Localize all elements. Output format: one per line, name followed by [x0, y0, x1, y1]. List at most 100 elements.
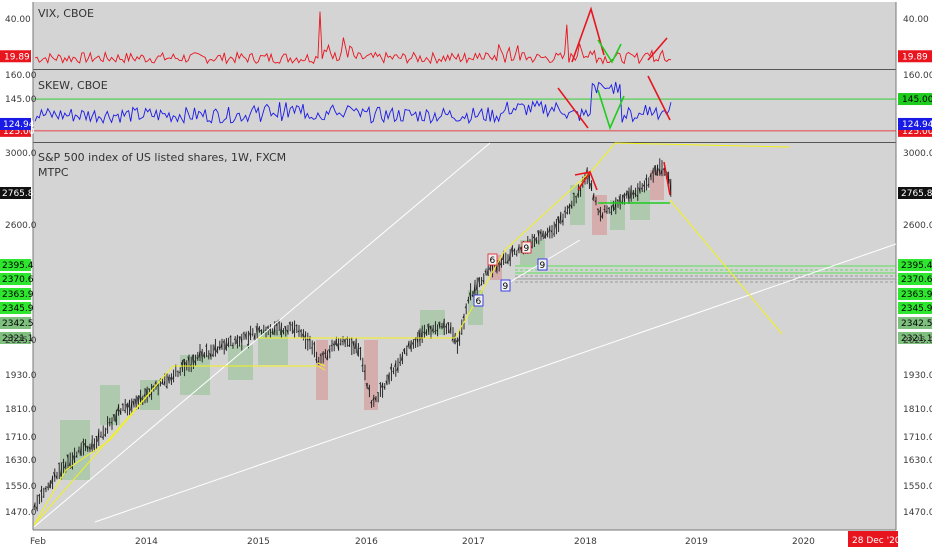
- price-bar-open: [367, 387, 370, 391]
- spx-right-tick-8: 1470.0: [903, 508, 932, 518]
- shade-box-14: [610, 200, 625, 230]
- price-bar-open: [304, 334, 306, 338]
- price-bar-open: [284, 325, 287, 331]
- price-level-label-left-2: 2363.9: [2, 290, 34, 300]
- skew-red-arrow-down: [557, 87, 589, 129]
- price-bar-open: [653, 165, 656, 176]
- price-bar-open: [484, 270, 487, 274]
- shade-box-5: [258, 330, 288, 365]
- price-bar-open: [407, 341, 410, 347]
- pane-background-1: [33, 70, 896, 142]
- price-bar-open: [669, 179, 672, 194]
- price-bar-open: [42, 496, 44, 498]
- x-axis-label-1: 2014: [135, 537, 158, 547]
- price-bar-open: [572, 192, 575, 195]
- price-bar-open: [425, 330, 427, 334]
- price-level-tag-right-1: [898, 273, 932, 285]
- price-level-tag-right-2: [898, 288, 932, 300]
- shade-box-4: [228, 345, 253, 380]
- price-bar-open: [33, 502, 36, 508]
- price-bar-open: [436, 329, 438, 332]
- price-bar-open: [59, 468, 62, 477]
- skew-level-label-0: 145.00: [902, 95, 932, 105]
- price-level-label-left-3: 2345.9: [2, 304, 34, 314]
- price-level-label-left-1: 2370.6: [2, 275, 34, 285]
- price-bar-open: [374, 397, 377, 401]
- price-bar-open: [370, 402, 372, 404]
- price-bar-open: [121, 403, 124, 406]
- x-axis-label-4: 2017: [462, 537, 485, 547]
- x-axis-label-2: 2015: [247, 537, 270, 547]
- price-bar-open: [75, 455, 78, 458]
- spx-red-peak: [577, 170, 598, 191]
- price-bar-open: [647, 183, 650, 186]
- price-bar-open: [444, 325, 447, 329]
- spx-red-drop: [663, 161, 671, 196]
- price-bar-open: [662, 168, 665, 171]
- price-bar-open: [634, 192, 636, 196]
- yellow-down-projection: [669, 199, 783, 335]
- price-bar-open: [211, 353, 214, 357]
- price-bar-open: [453, 334, 456, 344]
- price-bar-open: [178, 371, 181, 374]
- price-bar-open: [508, 252, 511, 262]
- price-bar-open: [396, 366, 399, 371]
- price-bar-open: [156, 384, 159, 387]
- price-bar-open: [502, 254, 504, 261]
- spx-red-arrow: [574, 171, 591, 176]
- price-bar-open: [598, 209, 601, 213]
- price-bar-open: [510, 247, 513, 255]
- price-bar-open: [625, 192, 628, 196]
- price-bar-open: [315, 359, 317, 361]
- price-bar-open: [37, 494, 40, 497]
- price-bar-open: [134, 398, 137, 407]
- price-bar-open: [506, 260, 509, 264]
- price-bar-open: [191, 354, 194, 366]
- price-bar-open: [627, 190, 630, 204]
- skew-last-tag-right: [898, 117, 932, 130]
- price-level-label-left-0: 2395.4: [2, 261, 34, 271]
- price-bar-open: [601, 214, 603, 218]
- price-bar-open: [559, 212, 562, 224]
- td-marker-box-4: [500, 279, 511, 292]
- price-bar-open: [636, 194, 639, 198]
- price-bar-open: [257, 327, 260, 333]
- price-bar-open: [590, 183, 592, 191]
- x-axis-label-6: 2019: [685, 537, 708, 547]
- skew-last-tag-left: [0, 117, 31, 130]
- price-bar-open: [343, 339, 346, 345]
- price-bar-open: [546, 232, 548, 236]
- price-bar-open: [394, 362, 397, 368]
- spx-left-tick-0: 3000.0: [5, 149, 37, 159]
- price-bar-open: [202, 352, 205, 357]
- spx-last-tag-right: [898, 187, 932, 199]
- price-bar-open: [372, 397, 375, 401]
- white-trendline-upper: [33, 142, 491, 528]
- vix-red-arrow-up: [571, 6, 605, 63]
- td-marker-1: 6: [476, 297, 482, 307]
- vix-green-arrow: [597, 39, 622, 64]
- spx-right-tick-2: 2025.0: [903, 336, 932, 346]
- spx-left-tick-1: 2600.0: [5, 221, 37, 231]
- price-bar-open: [229, 335, 232, 338]
- price-bar-open: [132, 400, 135, 407]
- price-bar-open: [196, 357, 199, 360]
- price-bar-open: [92, 443, 95, 451]
- white-trendline-lower: [94, 243, 897, 523]
- price-bar-open: [323, 352, 326, 355]
- price-bar-open: [101, 435, 104, 439]
- price-bar-open: [319, 354, 322, 357]
- price-bar-open: [321, 352, 324, 356]
- price-bar-open: [240, 336, 243, 344]
- vix-last-tag-right: [898, 50, 932, 63]
- price-bar-open: [592, 194, 595, 200]
- price-bar-open: [328, 349, 331, 354]
- price-bar-open: [532, 235, 535, 239]
- x-axis-label-3: 2016: [355, 537, 378, 547]
- price-bar-open: [163, 380, 166, 386]
- price-bar-open: [231, 344, 234, 347]
- shade-box-1: [100, 385, 120, 425]
- price-bar-open: [403, 349, 405, 354]
- price-bar-open: [73, 455, 75, 463]
